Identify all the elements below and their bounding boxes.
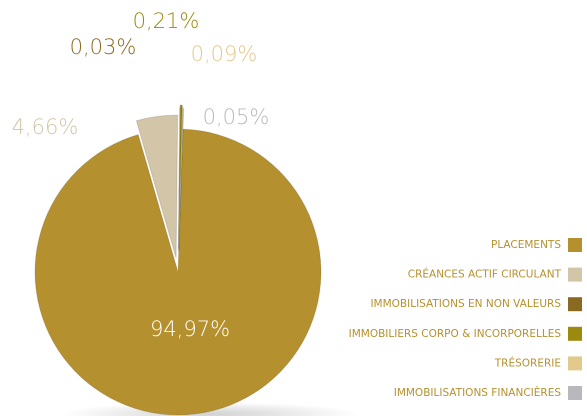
pie-slice	[178, 106, 184, 251]
legend-swatch	[568, 238, 582, 252]
data-label: 0,03%	[70, 35, 137, 59]
data-label: 4,66%	[12, 115, 79, 139]
legend-label: CRÉANCES ACTIF CIRCULANT	[408, 268, 562, 281]
legend-label: TRÉSORERIE	[494, 356, 561, 369]
pie-slice	[177, 106, 181, 251]
legend-swatch	[568, 267, 582, 282]
legend-swatch	[568, 326, 582, 341]
pie-slice	[34, 128, 322, 416]
legend-label: IMMOBILISATIONS EN NON VALEURS	[370, 298, 561, 310]
legend-swatch	[568, 356, 582, 371]
legend-swatch	[568, 297, 582, 312]
legend-swatch	[568, 386, 582, 400]
data-label: 94,97%	[150, 317, 230, 341]
legend-label: IMMOBILISATIONS FINANCIÈRES	[394, 386, 562, 399]
legend-label: PLACEMENTS	[491, 239, 561, 251]
data-label: 0,09%	[191, 42, 258, 66]
pie-slice	[177, 104, 183, 249]
data-label: 0,21%	[133, 9, 200, 33]
data-label: 0,05%	[203, 105, 270, 129]
pie-slice	[135, 114, 179, 259]
pie-slice	[178, 108, 185, 253]
legend-label: IMMOBILIERS CORPO & INCORPORELLES	[349, 328, 562, 340]
